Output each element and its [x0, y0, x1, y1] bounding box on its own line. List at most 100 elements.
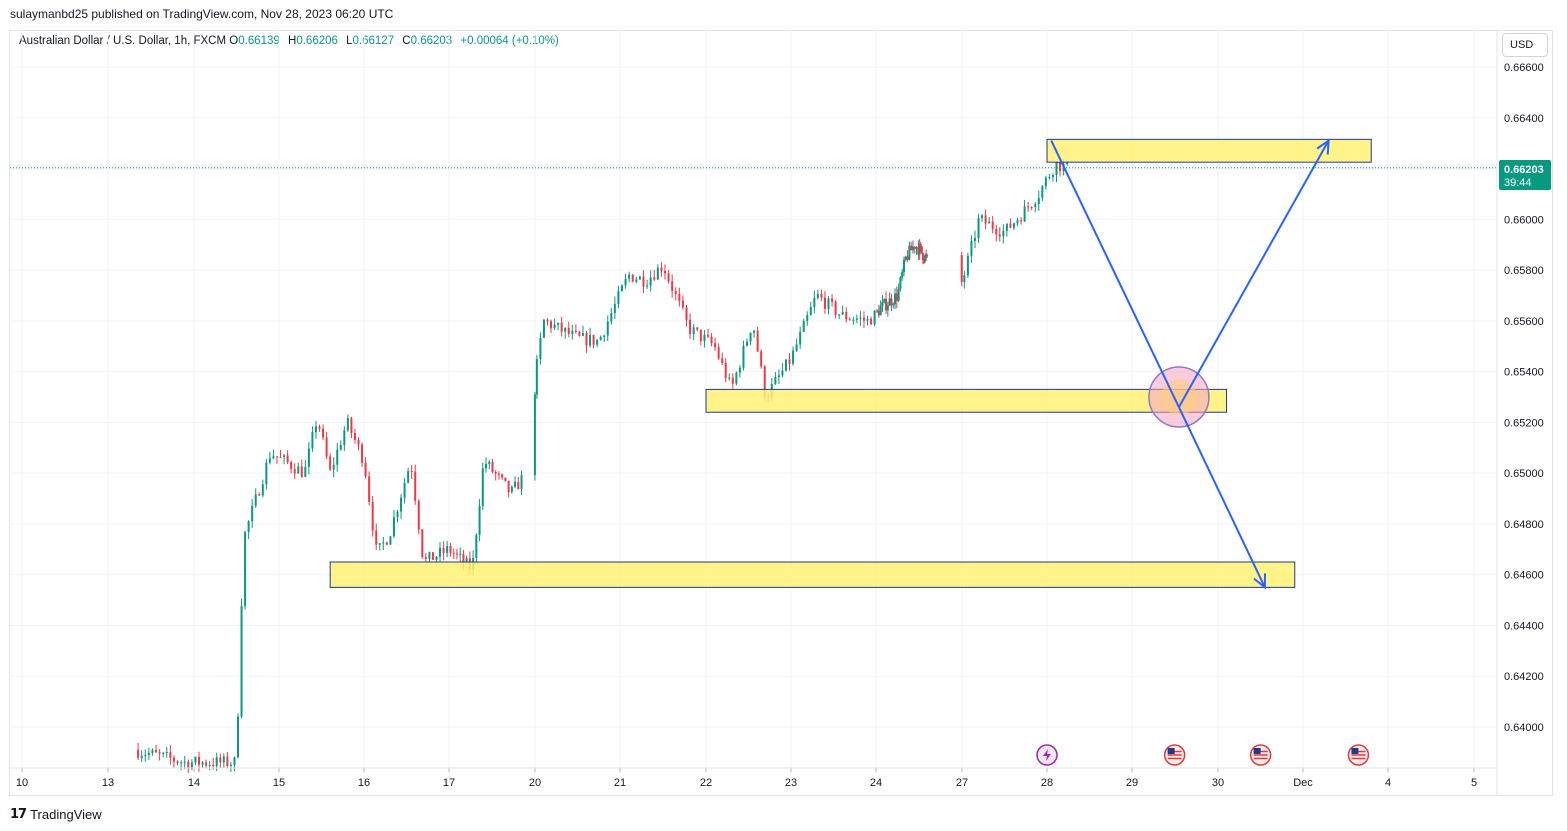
candle-body [728, 377, 731, 379]
zones[interactable] [329, 138, 1372, 588]
candle-body [514, 481, 517, 487]
published-by: sulaymanbd25 published on TradingView.co… [10, 7, 394, 21]
candle-body [147, 752, 150, 756]
candle-body [1055, 161, 1058, 175]
candle-body [258, 494, 261, 496]
candle-body [488, 461, 491, 464]
candle-body [215, 757, 218, 767]
candle-body [649, 277, 652, 286]
candle-body [162, 752, 165, 754]
candle-body [307, 448, 310, 467]
candle-body [485, 463, 488, 469]
candle-body [261, 484, 264, 496]
candle-body [918, 244, 921, 255]
time-tick-label: 22 [700, 777, 712, 789]
candle-body [885, 298, 888, 311]
candle-body [1027, 206, 1030, 208]
candle-body [599, 337, 602, 341]
candle-body [226, 756, 229, 767]
candle-body [970, 240, 973, 256]
candle-body [862, 317, 865, 321]
brand[interactable]: 𝟭𝟳 TradingView [10, 806, 102, 822]
candle-body [201, 762, 204, 765]
candle-body [699, 329, 702, 342]
candle-body [251, 505, 254, 522]
countdown-value: 39:44 [1504, 177, 1532, 189]
candle-body [208, 764, 211, 766]
candle-body [158, 752, 161, 754]
candle-body [749, 332, 752, 342]
change-value: +0.00064 (+0.10%) [460, 35, 559, 47]
candle-body [841, 311, 844, 315]
candle-body [392, 517, 395, 537]
candle-body [371, 502, 374, 531]
candle-body [888, 298, 891, 306]
candle-body [895, 293, 898, 301]
candle-body [520, 475, 523, 490]
candle-body [533, 394, 536, 476]
currency-button[interactable]: USD [1502, 33, 1548, 57]
candle-body [1020, 220, 1023, 222]
candle-body [924, 255, 927, 262]
candle-body [465, 558, 468, 563]
zone-major-support[interactable] [329, 561, 1296, 588]
candle-body [919, 244, 922, 247]
candle-body [585, 333, 588, 346]
candle-body [628, 274, 631, 279]
candle-body [777, 375, 780, 378]
candle-body [198, 756, 201, 765]
candle-body [332, 464, 335, 470]
projection-lines[interactable] [1050, 138, 1330, 590]
candle-body [760, 351, 763, 367]
candle-body [656, 267, 659, 280]
open-value: 0.66139 [238, 35, 280, 47]
candle-body [606, 321, 609, 336]
zone-mid-support[interactable] [705, 388, 1228, 413]
zone-resistance[interactable] [1046, 138, 1372, 163]
candle-body [881, 302, 884, 307]
candle-body [571, 330, 574, 335]
time-tick-label: 24 [870, 777, 882, 789]
candle-body [742, 345, 745, 368]
flag-canton [1167, 748, 1175, 754]
candle-body [852, 319, 855, 321]
candle-body [297, 466, 300, 474]
candle-body [140, 755, 143, 758]
candle-body [963, 275, 966, 282]
projection-up-leg[interactable] [1178, 140, 1330, 408]
chart-frame [9, 30, 1553, 796]
candle-body [876, 310, 879, 312]
time-axis[interactable]: 10 13 14 15 16 17 20 21 22 23 24 27 28 29 30 Dec 4 5 [16, 768, 1477, 789]
candle-body [378, 543, 381, 545]
symbol-name[interactable]: Australian Dollar / U.S. Dollar, 1h, FXC… [19, 35, 227, 47]
candle-body [831, 298, 834, 302]
candle-body [624, 278, 627, 286]
candle-body [877, 310, 880, 316]
candle-body [275, 456, 278, 458]
time-tick-label: 10 [16, 777, 28, 789]
candle-body [385, 542, 388, 545]
lightning-icon [1043, 749, 1051, 761]
candle-body [799, 331, 802, 345]
candle-body [897, 288, 900, 301]
candle-body [886, 305, 889, 311]
candle-body [1066, 161, 1069, 165]
projection-down-leg[interactable] [1050, 140, 1180, 408]
candle-body [717, 347, 720, 359]
candle-body [497, 473, 500, 475]
event-icons[interactable] [1036, 744, 1370, 766]
flag-canton [1351, 748, 1359, 754]
candle-body [357, 439, 360, 445]
candle-body [396, 511, 399, 518]
price-tick-label: 0.65000 [1504, 468, 1544, 480]
projection-breakdown-leg[interactable] [1178, 406, 1266, 588]
candle-body [813, 297, 816, 307]
candle-body [452, 552, 455, 554]
candle-body [788, 359, 791, 364]
candle-body [304, 466, 307, 477]
candle-body [911, 246, 914, 251]
candle-body [681, 300, 684, 308]
candle-body [361, 444, 364, 463]
time-tick-label: 15 [273, 777, 285, 789]
